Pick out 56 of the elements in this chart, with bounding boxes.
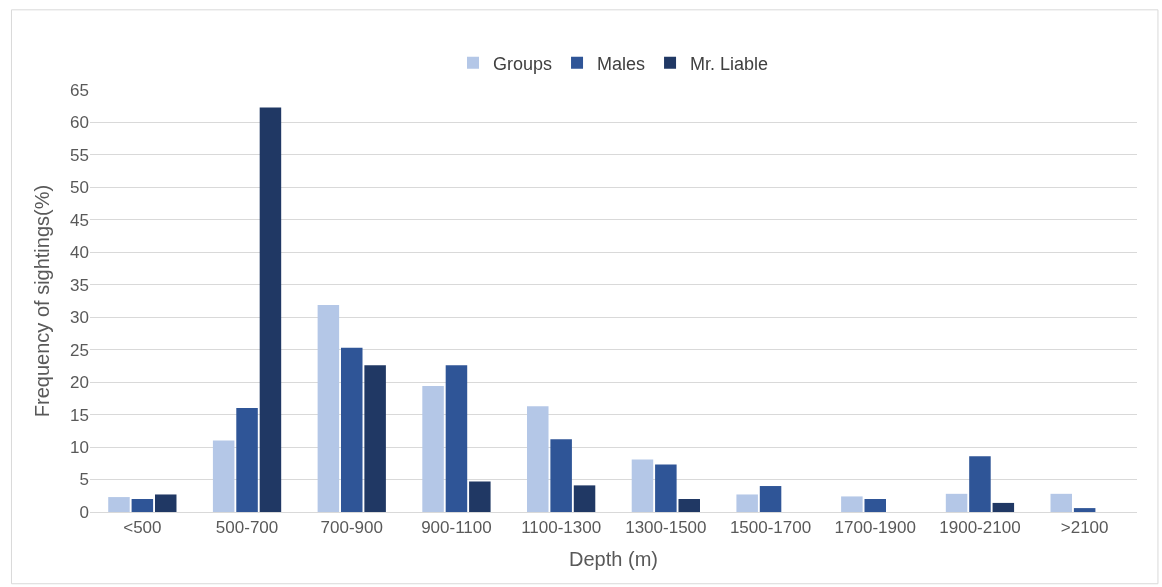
bar xyxy=(573,485,596,512)
bar xyxy=(841,496,863,512)
x-axis-title: Depth (m) xyxy=(569,547,658,570)
bar xyxy=(678,499,700,512)
x-tick-label: 1900-2100 xyxy=(939,518,1021,538)
bar xyxy=(154,494,177,512)
bar xyxy=(364,365,386,512)
y-tick-label: 35 xyxy=(70,275,89,295)
bar xyxy=(340,347,363,512)
bar xyxy=(631,459,654,512)
x-tick-label: 1100-1300 xyxy=(521,518,602,538)
bar xyxy=(259,107,282,512)
bar xyxy=(317,304,340,512)
x-tick-label: 1300-1500 xyxy=(625,518,707,538)
x-tick-label: >2100 xyxy=(1060,518,1109,538)
y-tick-label: 60 xyxy=(70,113,89,133)
bar xyxy=(992,502,1015,512)
bar xyxy=(236,408,258,512)
bar xyxy=(945,493,968,512)
x-tick-label: 500-700 xyxy=(215,518,279,538)
legend-label: Males xyxy=(597,53,646,74)
bar xyxy=(212,440,235,512)
x-tick-label: <500 xyxy=(123,518,162,538)
y-tick-label: 45 xyxy=(70,210,89,230)
bar xyxy=(655,464,677,512)
y-tick-label: 55 xyxy=(70,145,89,165)
legend-label: Mr. Liable xyxy=(690,53,769,74)
bar xyxy=(550,439,572,512)
bar xyxy=(445,365,468,512)
y-tick-label: 25 xyxy=(70,340,89,360)
bar xyxy=(108,497,130,512)
x-tick-label: 1700-1900 xyxy=(834,518,916,538)
bar xyxy=(131,499,154,512)
bar xyxy=(864,499,887,512)
y-tick-label: 15 xyxy=(70,405,89,425)
x-tick-label: 700-900 xyxy=(320,518,383,538)
y-tick-label: 5 xyxy=(79,470,89,490)
bar xyxy=(736,494,758,512)
bar xyxy=(1050,493,1073,512)
y-axis-title: Frequency of sightings(%) xyxy=(30,184,53,418)
x-tick-label: 1500-1700 xyxy=(729,518,812,538)
bar xyxy=(527,406,549,512)
bar xyxy=(759,486,782,512)
bar xyxy=(969,456,991,512)
bar xyxy=(469,481,491,512)
y-tick-label: 10 xyxy=(70,438,89,458)
legend-label: Groups xyxy=(493,53,553,74)
bar xyxy=(1073,508,1096,512)
y-tick-label: 65 xyxy=(70,80,89,100)
y-tick-label: 20 xyxy=(70,373,89,393)
x-tick-label: 900-1100 xyxy=(421,518,492,538)
y-tick-label: 40 xyxy=(70,243,89,263)
y-tick-label: 30 xyxy=(70,308,89,328)
y-tick-label: 0 xyxy=(79,502,89,522)
y-tick-label: 50 xyxy=(70,178,89,198)
bar xyxy=(422,386,444,512)
